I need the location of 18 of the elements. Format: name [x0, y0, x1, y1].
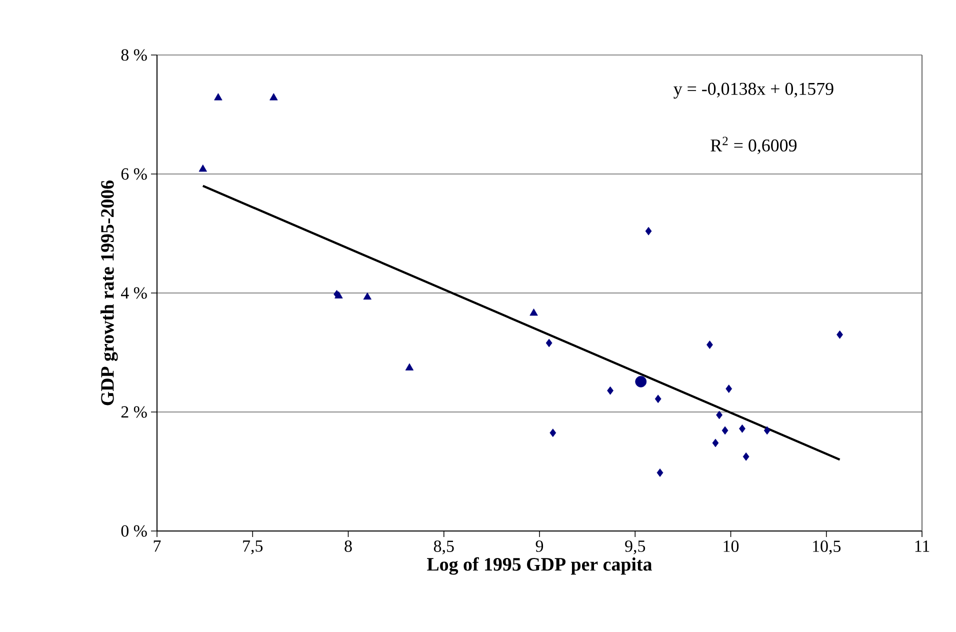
y-tick-label: 0 %	[121, 525, 147, 537]
y-tick-label: 4 %	[121, 287, 147, 299]
annotation: y = -0,0138x + 0,1579	[674, 82, 834, 99]
x-tick-label: 7	[154, 540, 161, 552]
x-tick-label: 7,5	[243, 540, 263, 554]
y-tick-label: 2 %	[121, 406, 147, 418]
x-tick-label: 10,5	[813, 540, 841, 554]
y-axis-title: GDP growth rate 1995-2006	[100, 180, 118, 406]
x-tick-label: 10	[724, 540, 739, 552]
y-tick-label: 6 %	[121, 168, 147, 180]
x-tick-label: 11	[915, 540, 930, 552]
y-tick-label: 8 %	[121, 49, 147, 61]
annotation: R$^{2}$ = 0,6009	[710, 136, 797, 154]
x-tick-label: 8	[344, 540, 352, 552]
x-tick-label: 9	[536, 540, 544, 552]
x-tick-label: 8,5	[434, 540, 454, 554]
x-axis-title: Log of 1995 GDP per capita	[427, 557, 652, 575]
x-tick-label: 9,5	[625, 540, 646, 554]
